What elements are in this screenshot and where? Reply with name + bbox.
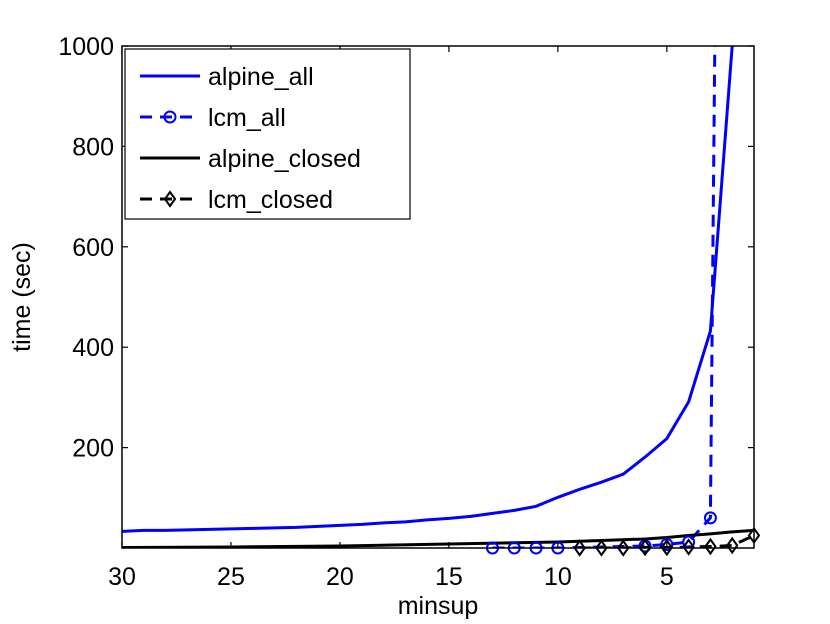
data-point-lcm_closed <box>617 539 630 557</box>
x-tick-label: 30 <box>108 563 136 591</box>
legend: alpine_all lcm_all alpine_closed lcm_closed <box>124 48 411 220</box>
series-line-alpine_all <box>122 46 734 533</box>
legend-marker-lcm_closed <box>163 190 177 208</box>
data-point-lcm_closed <box>660 538 674 557</box>
legend-label-alpine_closed: alpine_closed <box>208 145 361 173</box>
y-axis-label: time (sec) <box>8 242 36 352</box>
data-point-lcm_closed <box>595 539 608 557</box>
tick-layer: 30 25 20 15 10 5 200 400 600 800 1000 <box>58 33 754 591</box>
y-tick-label: 600 <box>72 234 114 262</box>
y-tick-label: 1000 <box>58 33 114 61</box>
y-tick-label: 400 <box>72 334 114 362</box>
legend-label-alpine_all: alpine_all <box>208 63 314 91</box>
legend-label-lcm_closed: lcm_closed <box>208 186 333 214</box>
data-point-lcm_all <box>703 511 717 525</box>
y-tick-label: 800 <box>72 133 114 161</box>
data-point-lcm_closed <box>638 538 652 557</box>
x-tick-label: 25 <box>217 563 245 591</box>
x-tick-label: 20 <box>326 563 354 591</box>
legend-label-lcm_all: lcm_all <box>208 104 286 132</box>
y-tick-label: 200 <box>72 435 114 463</box>
series-line-lcm_all <box>492 46 717 548</box>
plot-frame <box>121 45 755 549</box>
data-point-lcm_closed <box>682 538 695 556</box>
data-point-lcm_closed <box>725 536 739 555</box>
data-point-lcm_closed <box>573 539 586 557</box>
legend-marker-lcm_all <box>163 110 177 124</box>
x-tick-label: 15 <box>435 563 463 591</box>
x-tick-label: 10 <box>544 563 572 591</box>
x-tick-label: 5 <box>660 563 674 591</box>
data-point-lcm_closed <box>704 537 717 556</box>
x-axis-label: minsup <box>398 592 479 620</box>
